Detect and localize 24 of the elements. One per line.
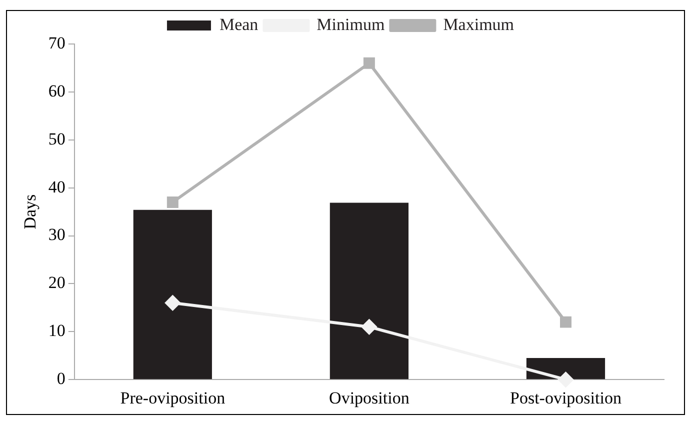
legend-label: Maximum	[443, 14, 514, 34]
legend-label: Mean	[219, 14, 259, 34]
bar	[526, 358, 606, 380]
y-tick-label: 0	[56, 369, 66, 388]
point	[363, 57, 375, 69]
y-axis-title: Days	[20, 194, 40, 230]
y-tick-label: 10	[48, 321, 66, 340]
point	[362, 319, 377, 334]
y-tick-label: 70	[48, 33, 66, 52]
y-tick-label: 40	[48, 177, 66, 196]
y-tick-label: 30	[48, 225, 66, 244]
bar	[330, 202, 409, 380]
point	[558, 372, 574, 388]
x-tick-label: Pre-oviposition	[120, 388, 226, 408]
point	[560, 316, 572, 328]
point	[166, 196, 178, 208]
bar	[133, 210, 212, 380]
legend-label: Minimum	[316, 14, 385, 34]
point	[165, 295, 180, 310]
y-tick-label: 20	[48, 273, 66, 292]
x-tick-label: Oviposition	[329, 388, 410, 408]
x-tick-label: Post-oviposition	[510, 388, 622, 408]
y-tick-label: 60	[48, 81, 66, 100]
y-tick-label: 50	[48, 129, 66, 148]
